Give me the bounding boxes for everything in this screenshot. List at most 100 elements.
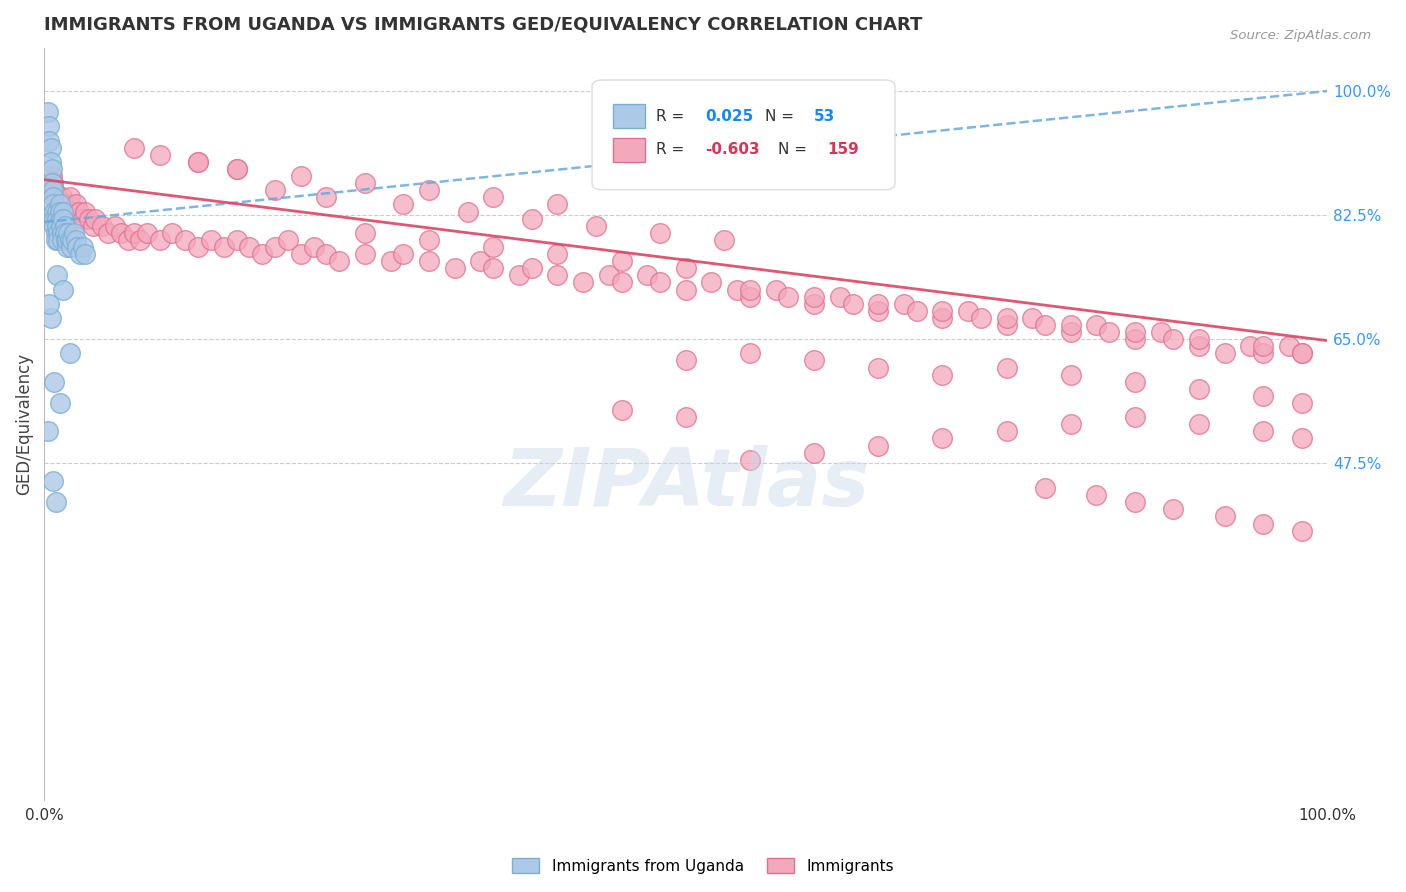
Point [443,261,465,276]
Point [46,211,69,226]
Point [104,219,127,233]
Point [520,261,543,276]
Point [60,204,83,219]
Point [738,290,761,304]
Point [238,240,260,254]
Point [354,226,377,240]
Point [1163,332,1185,346]
Point [546,197,568,211]
Point [1033,318,1056,332]
Text: -0.603: -0.603 [704,143,759,157]
Point [995,425,1018,439]
Point [55,233,77,247]
Point [1291,346,1313,360]
Point [1291,432,1313,446]
Point [995,310,1018,325]
Text: ZIPAtlas: ZIPAtlas [503,445,869,524]
Point [1278,339,1301,353]
Point [315,190,337,204]
Point [75,247,97,261]
Point [354,247,377,261]
Point [110,226,132,240]
Point [38,176,60,190]
Point [1060,417,1083,432]
Point [56,204,79,219]
Point [49,204,72,219]
Point [648,276,671,290]
Point [1291,524,1313,538]
Point [46,226,69,240]
Point [84,211,107,226]
Point [52,211,75,226]
Point [970,310,993,325]
Point [931,310,953,325]
Point [1163,502,1185,516]
Point [868,303,890,318]
Point [1123,325,1146,339]
FancyBboxPatch shape [613,104,645,128]
Point [44,219,66,233]
Point [610,403,633,417]
Point [44,204,66,219]
Point [75,204,97,219]
Text: N =: N = [778,143,813,157]
Point [765,283,787,297]
Point [931,303,953,318]
Point [598,268,620,283]
Point [1033,481,1056,495]
Point [37,105,59,120]
Point [610,254,633,268]
Point [42,183,65,197]
Point [122,226,145,240]
Point [264,240,287,254]
Point [841,297,863,311]
Point [60,233,83,247]
Point [49,211,72,226]
Point [1123,375,1146,389]
Point [38,297,60,311]
Point [1021,310,1043,325]
Point [931,368,953,382]
Point [675,410,697,425]
Point [546,247,568,261]
Point [129,233,152,247]
Point [1060,318,1083,332]
Point [65,233,87,247]
Point [56,233,79,247]
Point [162,226,184,240]
Point [252,247,274,261]
Point [39,183,62,197]
Point [290,247,312,261]
Point [67,204,90,219]
Point [135,226,157,240]
Point [572,276,595,290]
Point [56,240,79,254]
Point [1291,396,1313,410]
Point [470,254,492,268]
Point [174,233,197,247]
Point [1251,516,1274,531]
Point [1213,346,1236,360]
FancyBboxPatch shape [613,138,645,162]
Text: R =: R = [657,109,689,124]
Point [38,134,60,148]
Point [200,233,222,247]
Point [1060,325,1083,339]
Point [42,176,65,190]
Point [868,297,890,311]
Point [212,240,235,254]
Point [1251,346,1274,360]
Point [995,318,1018,332]
Point [1123,495,1146,509]
Point [700,276,723,290]
Point [37,425,59,439]
Point [66,240,89,254]
Point [482,261,505,276]
Point [59,233,82,247]
Point [931,432,953,446]
Point [53,219,76,233]
Point [51,226,73,240]
Point [46,204,69,219]
Point [277,233,299,247]
Point [315,247,337,261]
